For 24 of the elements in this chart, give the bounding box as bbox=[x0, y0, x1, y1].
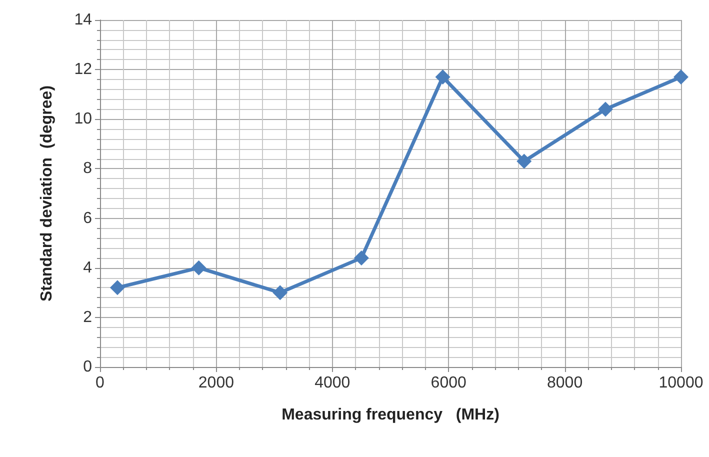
point bbox=[354, 250, 369, 266]
y-tick-label: 8 bbox=[83, 160, 92, 178]
y-axis-title: Standard deviation (degree) bbox=[38, 85, 56, 302]
y-tick-label: 10 bbox=[74, 110, 92, 128]
x-tick-label: 6000 bbox=[430, 374, 466, 392]
y-tick-label: 4 bbox=[83, 259, 92, 276]
y-tick-label: 12 bbox=[74, 61, 92, 78]
x-tick-label: 8000 bbox=[547, 374, 583, 392]
y-tick-label: 6 bbox=[83, 210, 92, 227]
point bbox=[598, 102, 613, 117]
point bbox=[191, 260, 206, 276]
x-tick-label: 2000 bbox=[198, 374, 234, 392]
x-tick-label: 10000 bbox=[658, 374, 704, 392]
y-tick-label: 14 bbox=[74, 12, 92, 28]
point bbox=[435, 70, 450, 85]
point bbox=[516, 154, 532, 169]
point bbox=[674, 70, 688, 85]
y-tick-label: 2 bbox=[83, 308, 92, 326]
point bbox=[272, 285, 288, 300]
x-tick-label: 4000 bbox=[314, 374, 350, 392]
x-tick-label: 0 bbox=[96, 374, 105, 392]
y-tick-label: 0 bbox=[83, 358, 92, 376]
point bbox=[110, 280, 125, 296]
x-axis-title: Measuring frequency (MHz) bbox=[282, 406, 500, 424]
